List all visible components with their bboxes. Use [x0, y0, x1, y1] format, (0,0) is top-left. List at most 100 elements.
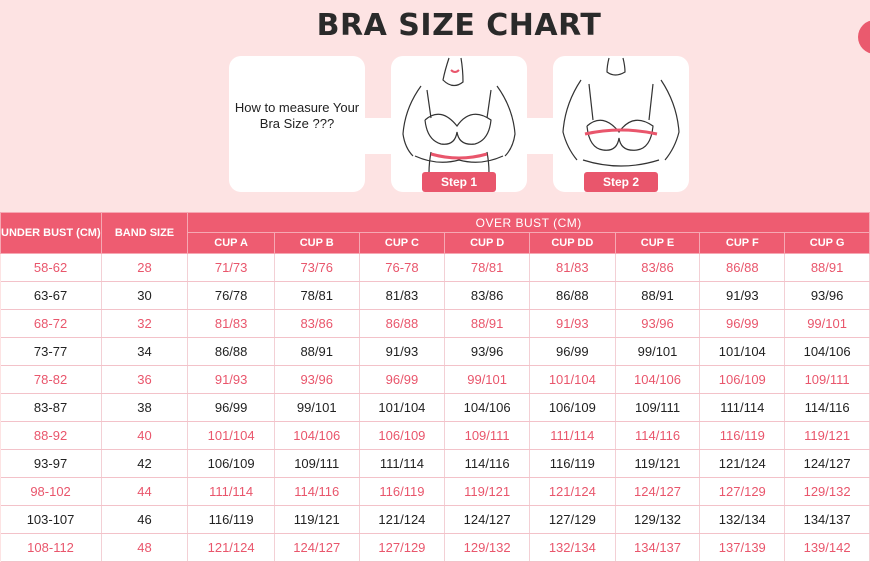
under-bust-cell: 83-87 [0, 393, 102, 422]
under-bust-header: UNDER BUST (CM) [0, 212, 102, 254]
over-bust-cell: 76-78 [359, 253, 446, 282]
over-bust-cell: 116/119 [529, 449, 616, 478]
over-bust-cell: 111/114 [187, 477, 275, 506]
over-bust-cell: 109/111 [444, 421, 531, 450]
over-bust-cell: 104/106 [615, 365, 701, 394]
over-bust-cell: 116/119 [187, 505, 275, 534]
over-bust-cell: 99/101 [615, 337, 701, 366]
over-bust-cell: 93/96 [274, 365, 360, 394]
cup-header: CUP A [187, 232, 275, 254]
under-bust-cell: 78-82 [0, 365, 102, 394]
band-size-cell: 30 [101, 281, 189, 310]
table-row: 103-107 46 116/119 119/121 121/124 124/127 127… [0, 505, 870, 534]
over-bust-cell: 119/121 [274, 505, 360, 534]
over-bust-cell: 132/134 [699, 505, 786, 534]
cup-header: CUP C [358, 232, 446, 254]
over-bust-cell: 78/81 [444, 253, 531, 282]
cup-header: CUP DD [529, 232, 616, 254]
step-2-illustration-icon [562, 57, 680, 167]
over-bust-cell: 78/81 [274, 281, 360, 310]
over-bust-cell: 119/121 [784, 421, 870, 450]
over-bust-cell: 81/83 [529, 253, 616, 282]
over-bust-cell: 88/91 [615, 281, 701, 310]
table-row: 68-72 32 81/83 83/86 86/88 88/91 91/93 93/96 96/… [0, 309, 870, 338]
over-bust-cell: 127/129 [529, 505, 616, 534]
under-bust-cell: 73-77 [0, 337, 102, 366]
under-bust-cell: 63-67 [0, 281, 102, 310]
table-row: 83-87 38 96/99 99/101 101/104 104/106 106/109 1… [0, 393, 870, 422]
over-bust-cell: 104/106 [444, 393, 531, 422]
over-bust-cell: 116/119 [699, 421, 786, 450]
step-2-card: Step 2 [553, 56, 689, 192]
over-bust-cell: 137/139 [699, 533, 786, 562]
over-bust-cell: 86/88 [699, 253, 786, 282]
under-bust-cell: 108-112 [0, 533, 102, 562]
under-bust-cell: 98-102 [0, 477, 102, 506]
over-bust-cell: 96/99 [699, 309, 786, 338]
over-bust-cell: 71/73 [187, 253, 275, 282]
over-bust-cell: 99/101 [274, 393, 360, 422]
band-size-header: BAND SIZE [100, 212, 189, 254]
band-size-cell: 32 [101, 309, 189, 338]
over-bust-cell: 104/106 [784, 337, 870, 366]
over-bust-cell: 93/96 [784, 281, 870, 310]
over-bust-cell: 86/88 [529, 281, 616, 310]
over-bust-cell: 109/111 [274, 449, 360, 478]
over-bust-cell: 124/127 [615, 477, 701, 506]
band-size-cell: 34 [101, 337, 189, 366]
step-1-label: Step 1 [422, 172, 496, 192]
over-bust-cell: 76/78 [187, 281, 275, 310]
over-bust-cell: 129/132 [615, 505, 701, 534]
over-bust-cell: 101/104 [359, 393, 446, 422]
under-bust-cell: 68-72 [0, 309, 102, 338]
table-row: 98-102 44 111/114 114/116 116/119 119/121 121/… [0, 477, 870, 506]
over-bust-cell: 104/106 [274, 421, 360, 450]
over-bust-cell: 96/99 [529, 337, 616, 366]
table-row: 63-67 30 76/78 78/81 81/83 83/86 86/88 88/91 91/… [0, 281, 870, 310]
over-bust-cell: 114/116 [615, 421, 701, 450]
over-bust-cell: 106/109 [187, 449, 275, 478]
over-bust-cell: 83/86 [274, 309, 360, 338]
band-size-cell: 36 [101, 365, 189, 394]
over-bust-cell: 106/109 [359, 421, 446, 450]
measure-card: How to measure Your Bra Size ??? [229, 56, 365, 192]
over-bust-cell: 129/132 [444, 533, 531, 562]
over-bust-cell: 139/142 [784, 533, 870, 562]
over-bust-cell: 96/99 [359, 365, 446, 394]
over-bust-cell: 124/127 [784, 449, 870, 478]
cup-header: CUP B [273, 232, 360, 254]
over-bust-cell: 127/129 [359, 533, 446, 562]
over-bust-cell: 93/96 [444, 337, 531, 366]
band-size-cell: 44 [101, 477, 189, 506]
over-bust-cell: 134/137 [615, 533, 701, 562]
table-row: 108-112 48 121/124 124/127 127/129 129/132 132… [0, 533, 870, 562]
over-bust-cell: 99/101 [784, 309, 870, 338]
over-bust-header: OVER BUST (CM) [187, 212, 870, 233]
circle-badge-icon[interactable] [858, 20, 870, 54]
over-bust-cell: 91/93 [529, 309, 616, 338]
over-bust-cell: 101/104 [187, 421, 275, 450]
over-bust-cell: 81/83 [359, 281, 446, 310]
table-row: 88-92 40 101/104 104/106 106/109 109/111 111/1… [0, 421, 870, 450]
over-bust-cell: 132/134 [529, 533, 616, 562]
step-2-label: Step 2 [584, 172, 658, 192]
over-bust-cell: 114/116 [784, 393, 870, 422]
over-bust-cell: 73/76 [274, 253, 360, 282]
over-bust-cell: 129/132 [784, 477, 870, 506]
over-bust-cell: 121/124 [187, 533, 275, 562]
over-bust-cell: 121/124 [699, 449, 786, 478]
table-row: 93-97 42 106/109 109/111 111/114 114/116 116/1… [0, 449, 870, 478]
over-bust-cell: 119/121 [444, 477, 531, 506]
cup-header: CUP E [614, 232, 701, 254]
cup-header: CUP G [784, 232, 870, 254]
size-table: UNDER BUST (CM) BAND SIZE OVER BUST (CM)… [0, 212, 870, 562]
over-bust-cell: 86/88 [359, 309, 446, 338]
over-bust-cell: 93/96 [615, 309, 701, 338]
over-bust-cell: 81/83 [187, 309, 275, 338]
cup-header: CUP F [699, 232, 786, 254]
over-bust-cell: 83/86 [615, 253, 701, 282]
over-bust-cell: 91/93 [187, 365, 275, 394]
cup-header: CUP D [444, 232, 531, 254]
over-bust-cell: 109/111 [784, 365, 870, 394]
over-bust-cell: 127/129 [699, 477, 786, 506]
